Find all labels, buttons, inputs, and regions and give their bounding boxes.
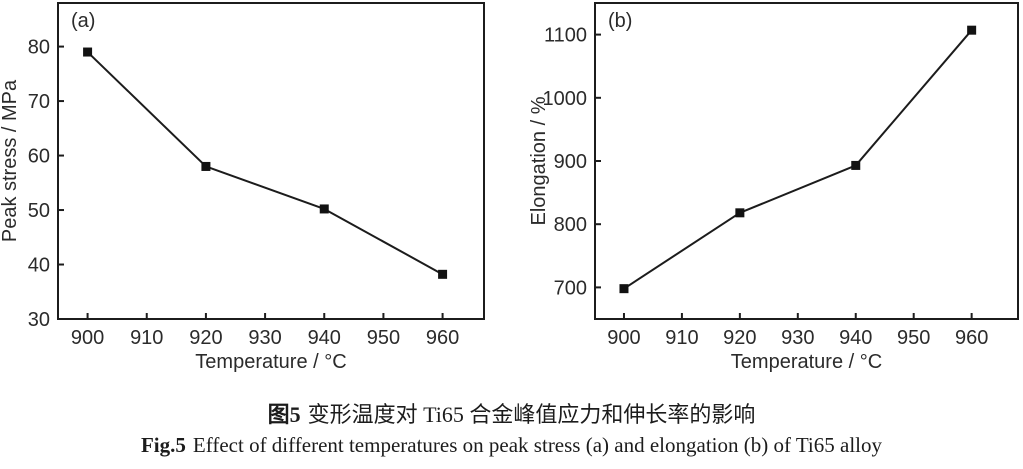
y-tick-label: 1100: [544, 25, 587, 47]
x-tick-label: 910: [130, 327, 163, 349]
chart-panel-a: 900 910 920 930 940 950 960 30 40 50 60 70 80 Tempera…: [0, 2, 485, 373]
figure-caption: 图5 变形温度对 Ti65 合金峰值应力和伸长率的影响 Fig.5 Effect o…: [0, 400, 1023, 460]
charts-row: 900 910 920 930 940 950 960 30 40 50 60 70 80 Tempera…: [0, 2, 1019, 373]
data-point-940: [851, 160, 861, 170]
y-tick-label: 30: [28, 309, 50, 331]
caption-en-text: Effect of different temperatures on peak…: [192, 433, 883, 457]
data-point-900: [83, 47, 93, 57]
caption-zh-text: 变形温度对 Ti65 合金峰值应力和伸长率的影响: [307, 402, 756, 427]
x-tick-label: 900: [607, 327, 640, 349]
y-tick-label: 50: [28, 200, 50, 222]
panel-label: (b): [608, 10, 632, 32]
y-tick-label: 800: [554, 214, 587, 236]
x-tick-label: 900: [71, 327, 104, 349]
x-tick-label: 920: [189, 327, 222, 349]
x-tick-label: 960: [955, 327, 988, 349]
data-line: [86, 51, 444, 276]
y-tick-label: 60: [28, 146, 50, 168]
data-point-960: [438, 269, 448, 279]
y-tick-label: 80: [28, 37, 50, 59]
caption-en-prefix: Fig.5: [140, 433, 186, 457]
y-tick-label: 70: [28, 91, 50, 113]
data-point-920: [735, 208, 745, 218]
data-point-920: [201, 161, 211, 171]
data-point-940: [319, 204, 329, 214]
chart-panel-b: 900 910 920 930 940 950 960 700 800 900 1000 1100 Te…: [528, 2, 1019, 373]
caption-zh-prefix: 图5: [267, 402, 301, 427]
panel-label: (a): [71, 10, 95, 32]
y-axis-label: Elongation / %: [528, 96, 550, 225]
data-point-900: [619, 284, 629, 294]
x-axis-label: Temperature / °C: [731, 351, 882, 373]
x-tick-label: 950: [367, 327, 400, 349]
y-axis-label: Peak stress / MPa: [0, 79, 21, 242]
x-axis-label: Temperature / °C: [195, 351, 346, 373]
data-point-960: [967, 25, 977, 35]
caption-english: Fig.5 Effect of different temperatures on…: [0, 430, 1023, 460]
y-tick-label: 700: [554, 277, 587, 299]
y-tick-label: 40: [28, 255, 50, 277]
data-line: [623, 29, 973, 290]
plot-frame: [57, 2, 485, 320]
x-tick-label: 950: [897, 327, 930, 349]
x-tick-label: 920: [723, 327, 756, 349]
x-tick-label: 960: [426, 327, 459, 349]
x-tick-label: 930: [248, 327, 281, 349]
y-tick-label: 1000: [543, 88, 588, 110]
x-tick-label: 930: [781, 327, 814, 349]
caption-chinese: 图5 变形温度对 Ti65 合金峰值应力和伸长率的影响: [0, 400, 1023, 430]
x-tick-label: 940: [839, 327, 872, 349]
x-tick-label: 910: [665, 327, 698, 349]
x-tick-label: 940: [308, 327, 341, 349]
y-tick-label: 900: [554, 151, 587, 173]
